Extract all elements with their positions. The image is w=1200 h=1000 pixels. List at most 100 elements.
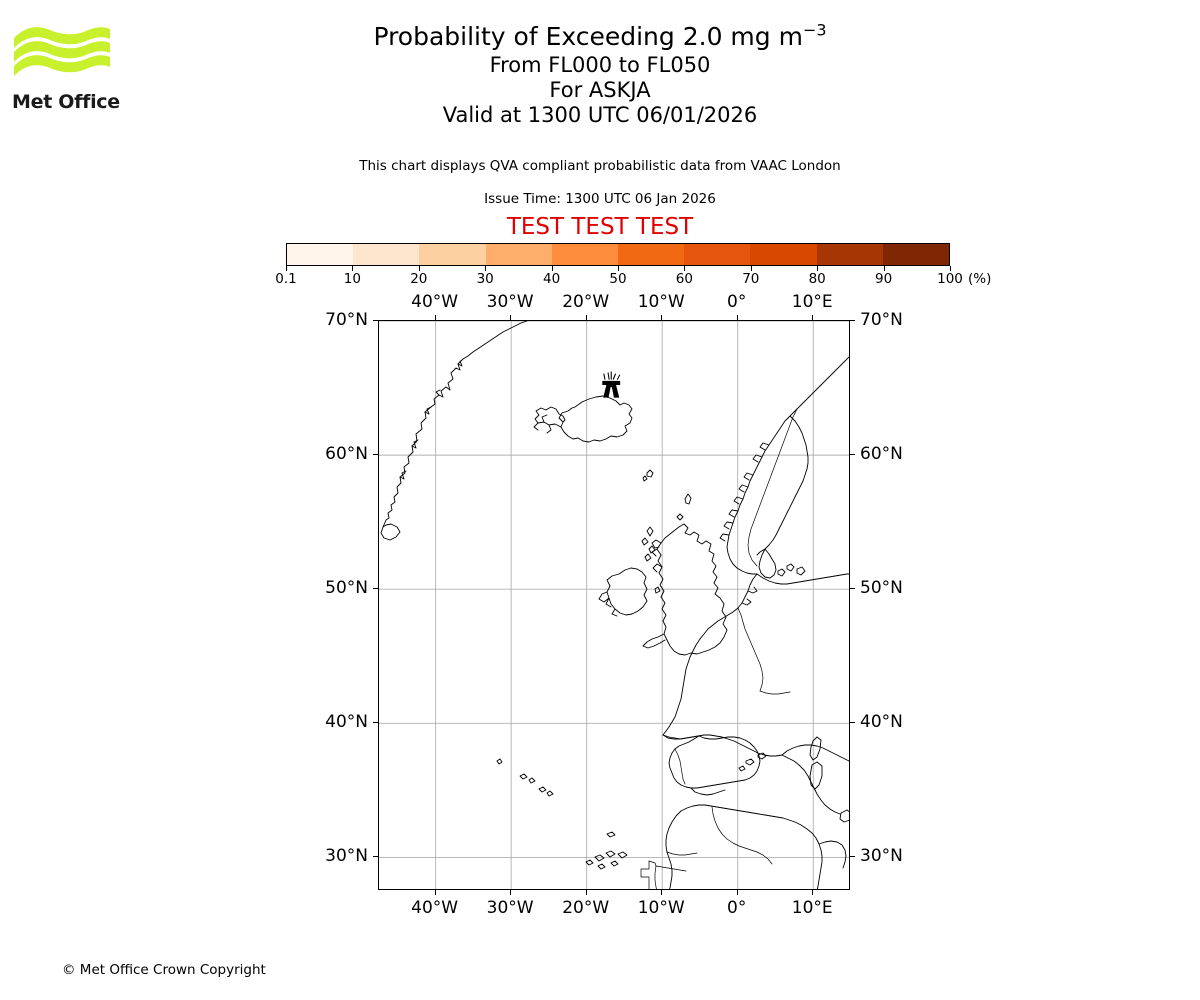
lat-label-right-70°N: 70°N [860, 310, 903, 330]
met-office-wordmark: Met Office [12, 91, 120, 113]
probability-colorbar [286, 243, 950, 266]
lat-label-left-40°N: 40°N [325, 712, 368, 733]
title-volcano: For ASKJA [549, 78, 651, 102]
lon-tick-bottom-20°W [585, 890, 587, 895]
met-office-logo: Met Office [12, 22, 122, 117]
lat-tick-right-30°N [850, 856, 855, 858]
colorbar-unit-label: (%) [968, 271, 992, 287]
colorbar-bin-3 [485, 244, 552, 265]
colorbar-tick-mark [418, 266, 420, 271]
colorbar-tick-label-20: 20 [410, 271, 428, 287]
colorbar-tick-label-90: 90 [875, 271, 893, 287]
met-office-waves-icon [14, 27, 110, 76]
lon-tick-top-30°W [510, 315, 512, 320]
lon-tick-bottom-30°W [510, 890, 512, 895]
map-panel: 40°W 40°W 30°W 30°W 20°W 20°W 10°W 10°W 0° 0° 10°E… [325, 292, 903, 918]
colorbar-tick-label-60: 60 [675, 271, 693, 287]
lat-tick-right-40°N [850, 722, 855, 724]
lat-label-right-60°N: 60°N [860, 444, 903, 465]
colorbar-ticks: 0.1 10 20 30 40 50 60 70 80 90 100 [275, 266, 963, 288]
colorbar-bin-7 [750, 244, 817, 265]
lat-tick-left-40°N [373, 722, 378, 724]
lon-tick-bottom-0° [736, 890, 738, 895]
lon-tick-top-20°W [585, 315, 587, 320]
page-title: Probability of Exceeding 2.0 mg m−3 [0, 20, 1200, 55]
lon-label-top-30°W: 30°W [486, 292, 534, 312]
lat-label-right-40°N: 40°N [860, 712, 903, 733]
colorbar-tick-label-40: 40 [543, 271, 561, 287]
lon-tick-top-0° [736, 315, 738, 320]
lat-label-left-30°N: 30°N [325, 846, 368, 867]
lon-label-bottom-10°W: 10°W [637, 898, 685, 918]
lon-tick-bottom-40°W [434, 890, 436, 895]
colorbar-tick-mark [883, 266, 885, 271]
title-flight-levels: From FL000 to FL050 [489, 53, 711, 77]
lon-label-top-40°W: 40°W [411, 292, 459, 312]
lon-label-bottom-30°W: 30°W [486, 898, 534, 918]
colorbar-tick-mark [352, 266, 354, 271]
title-main-text: Probability of Exceeding 2.0 mg m [373, 22, 803, 51]
colorbar-tick-mark [551, 266, 553, 271]
colorbar-tick-label-30: 30 [476, 271, 494, 287]
lat-label-left-60°N: 60°N [325, 444, 368, 465]
colorbar-bin-1 [353, 244, 420, 265]
lat-tick-left-30°N [373, 856, 378, 858]
colorbar-tick-mark [750, 266, 752, 271]
colorbar-tick-mark [950, 266, 951, 271]
title-valid-time: Valid at 1300 UTC 06/01/2026 [442, 103, 758, 127]
issue-time-label: Issue Time: 1300 UTC 06 Jan 2026 [484, 191, 716, 207]
lon-tick-top-10°E [812, 315, 814, 320]
lon-label-top-10°W: 10°W [637, 292, 685, 312]
map-canvas [379, 321, 849, 889]
colorbar-tick-label-10: 10 [343, 271, 361, 287]
lon-label-bottom-40°W: 40°W [411, 898, 459, 918]
title-exponent: −3 [802, 20, 827, 40]
lat-tick-right-70°N [850, 320, 855, 321]
colorbar-tick-mark [286, 266, 287, 271]
copyright-notice: © Met Office Crown Copyright [62, 962, 266, 978]
map-coastlines [380, 321, 849, 889]
lon-tick-bottom-10°W [661, 890, 663, 895]
colorbar-gradient [286, 243, 950, 266]
colorbar-tick-label-80: 80 [808, 271, 826, 287]
lon-label-top-0°: 0° [727, 292, 747, 312]
lat-tick-left-50°N [373, 588, 378, 590]
qva-compliance-note: This chart displays QVA compliant probab… [359, 158, 841, 174]
colorbar-tick-mark [817, 266, 819, 271]
lat-tick-right-60°N [850, 454, 855, 456]
colorbar-tick-label-100: 100 [937, 271, 963, 287]
lat-label-right-50°N: 50°N [860, 578, 903, 599]
lon-label-bottom-20°W: 20°W [562, 898, 610, 918]
colorbar-tick-label-50: 50 [609, 271, 627, 287]
lon-label-top-10°E: 10°E [791, 292, 833, 312]
lon-tick-top-40°W [434, 315, 436, 320]
colorbar-bin-5 [618, 244, 685, 265]
test-banner: TEST TEST TEST [506, 214, 694, 240]
lat-label-left-50°N: 50°N [325, 578, 368, 599]
map-frame [378, 320, 850, 890]
colorbar-bin-0 [287, 244, 354, 265]
lat-tick-left-70°N [373, 320, 378, 321]
lon-tick-bottom-10°E [812, 890, 814, 895]
lon-tick-top-10°W [661, 315, 663, 320]
lon-label-bottom-0°: 0° [727, 898, 747, 918]
lon-label-bottom-10°E: 10°E [791, 898, 833, 918]
chart-title-block: Probability of Exceeding 2.0 mg m−3 From… [0, 20, 1200, 130]
colorbar-bin-4 [551, 244, 619, 265]
colorbar-tick-mark [618, 266, 619, 271]
colorbar-bin-8 [816, 244, 883, 265]
colorbar-bin-2 [419, 244, 486, 265]
colorbar-tick-mark [485, 266, 487, 271]
map-gridlines [379, 321, 849, 889]
colorbar-tick-label-70: 70 [742, 271, 760, 287]
colorbar-bin-6 [684, 244, 751, 265]
colorbar-tick-label-0.1: 0.1 [275, 271, 297, 287]
volcano-icon [602, 371, 621, 398]
lat-label-right-30°N: 30°N [860, 846, 903, 867]
colorbar-tick-mark [684, 266, 686, 271]
lat-label-left-70°N: 70°N [325, 310, 368, 330]
volcano-marker-layer [602, 371, 621, 398]
lon-label-top-20°W: 20°W [562, 292, 610, 312]
lat-tick-right-50°N [850, 588, 855, 590]
colorbar-bin-9 [882, 244, 950, 265]
